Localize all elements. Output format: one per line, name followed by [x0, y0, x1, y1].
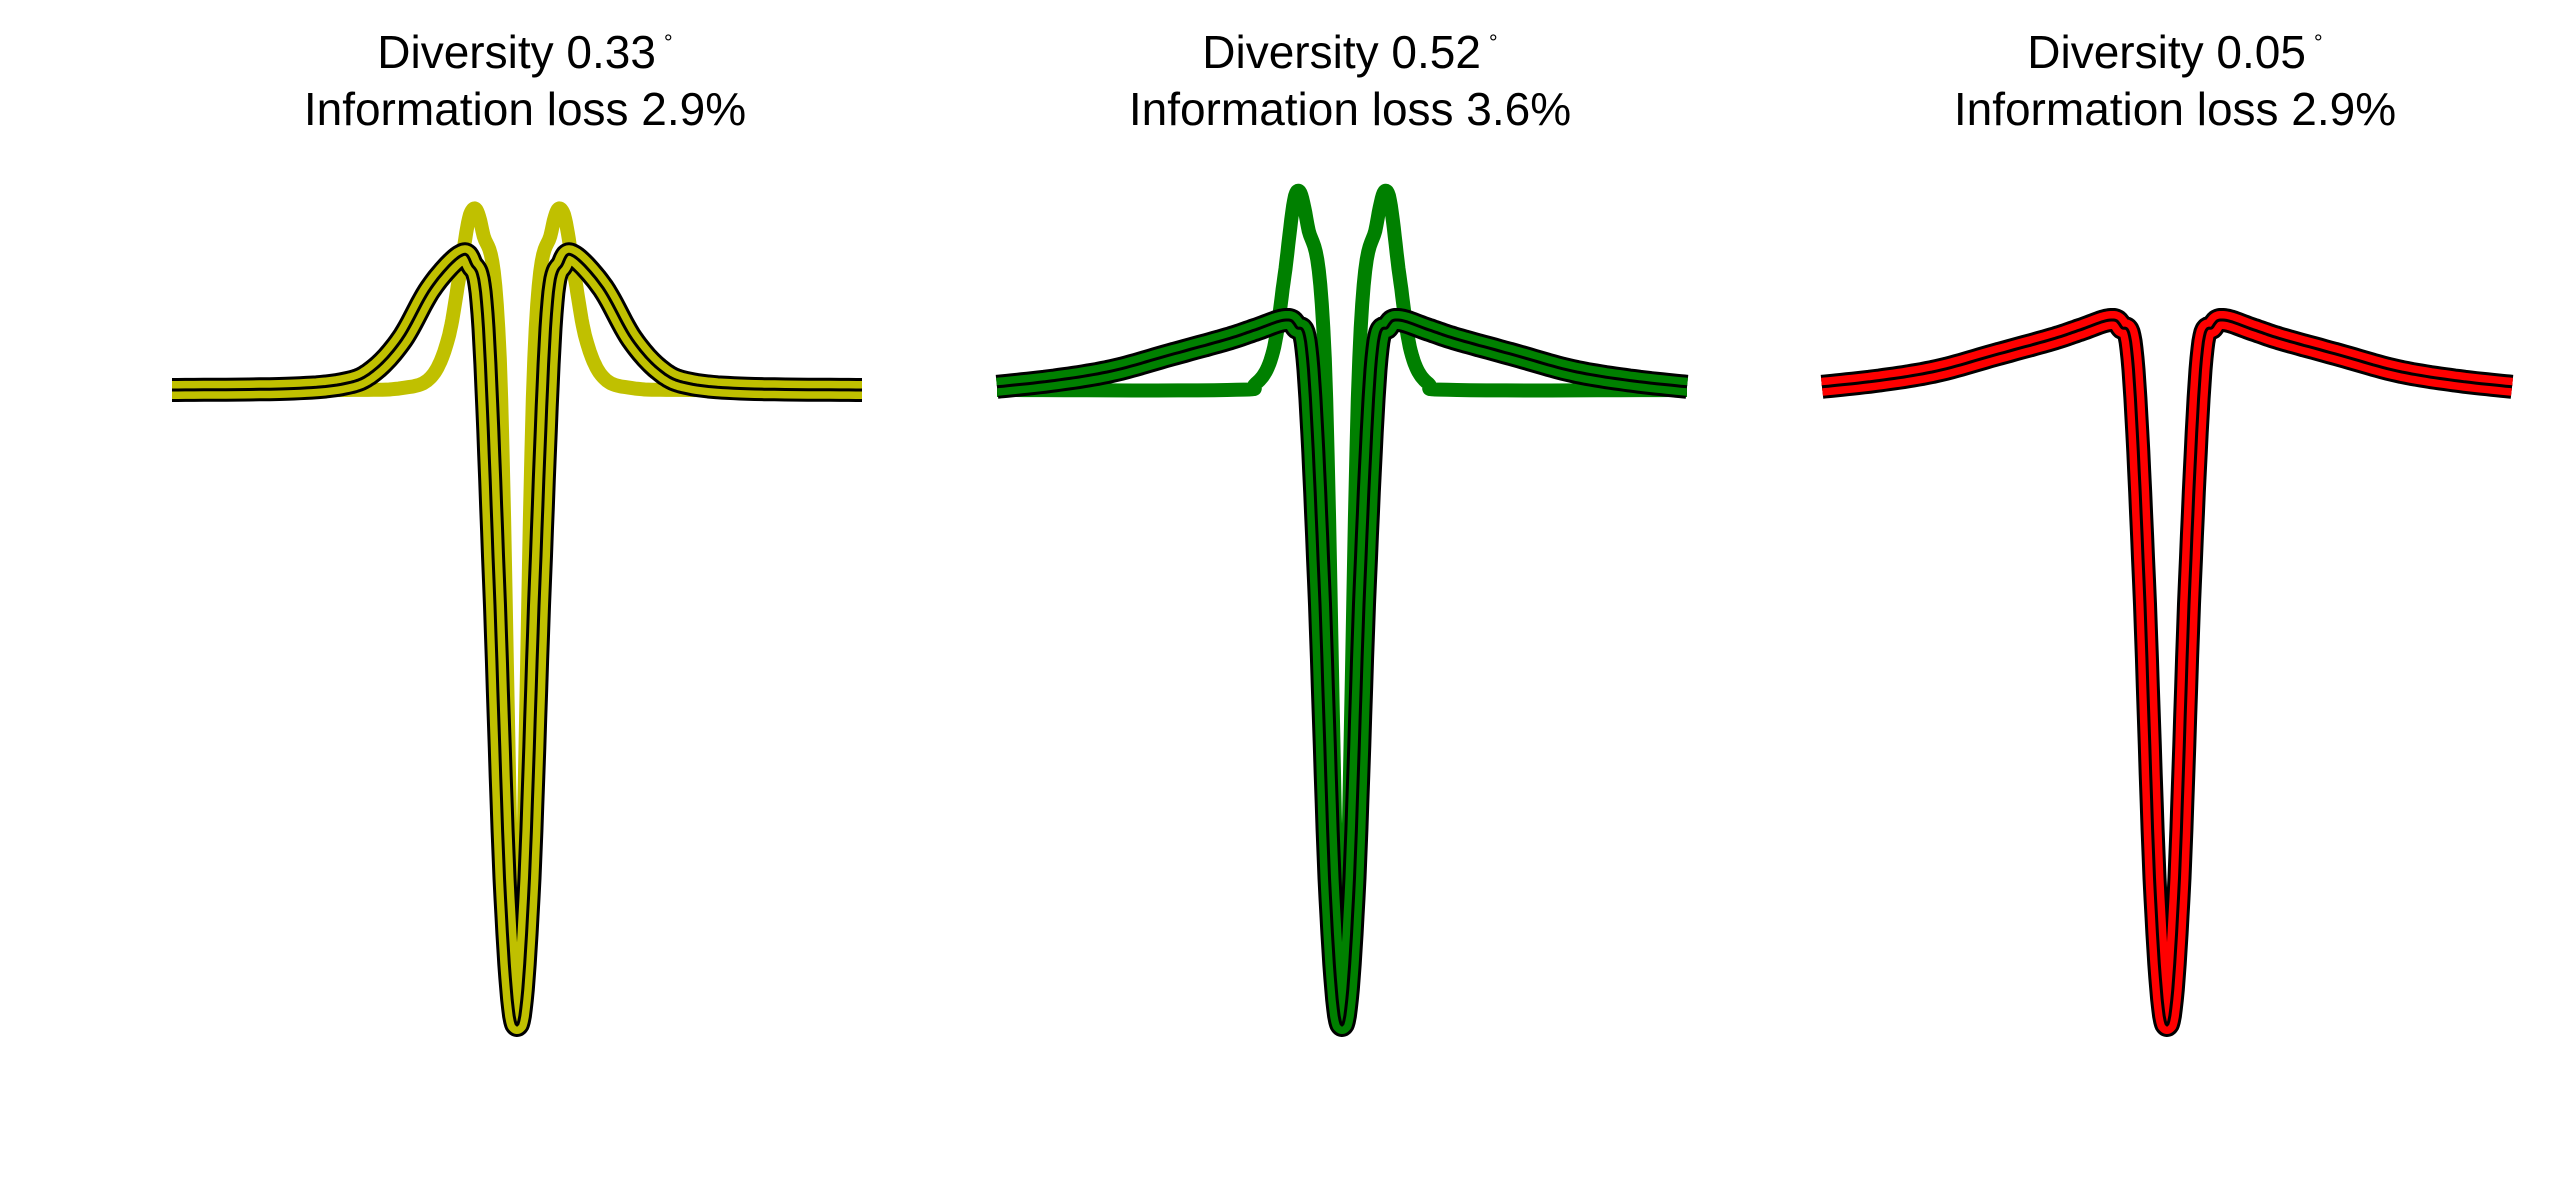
- panel-1: Diversity 0.33 ° Information loss 2.9%: [165, 26, 869, 1037]
- panel-2-title-line2: Information loss 3.6%: [1129, 83, 1571, 135]
- panel-2: Diversity 0.52 ° Information loss 3.6%: [987, 26, 1697, 1037]
- panel-1-title-line2: Information loss 2.9%: [304, 83, 746, 135]
- panel-3-title-line1: Diversity 0.05 °: [2027, 26, 2322, 78]
- panel-3-series-b-centerline: [1821, 318, 2513, 1027]
- panel-1-plot: [165, 201, 869, 1037]
- panel-1-series-b-centerline: [172, 252, 862, 1027]
- panel-2-title-line1: Diversity 0.52 °: [1202, 26, 1497, 78]
- panel-1-degree-symbol: °: [664, 30, 673, 55]
- panel-2-degree-symbol: °: [1489, 30, 1498, 55]
- panel-2-plot: [987, 183, 1697, 1037]
- panel-2-series-b-centerline: [996, 318, 1688, 1027]
- panel-3-title-line2: Information loss 2.9%: [1954, 83, 2396, 135]
- panel-3-degree-symbol: °: [2314, 30, 2323, 55]
- panel-3-plot: [1812, 308, 2522, 1037]
- panel-1-title-line1: Diversity 0.33 °: [377, 26, 672, 78]
- panel-3: Diversity 0.05 ° Information loss 2.9%: [1812, 26, 2522, 1037]
